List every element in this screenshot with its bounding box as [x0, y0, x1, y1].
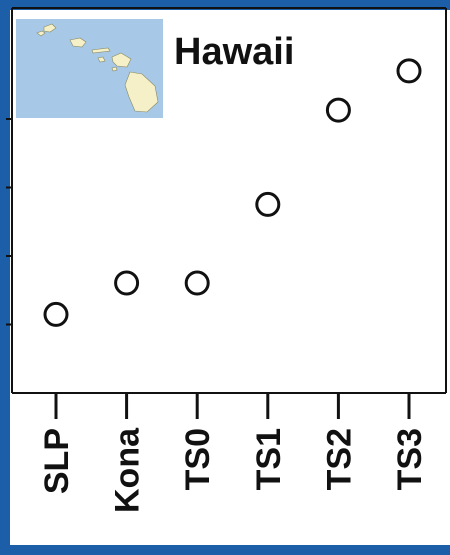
data-point — [43, 301, 69, 327]
x-ticks — [54, 393, 411, 419]
plot-axes — [11, 7, 447, 394]
map-inset-label: Hawaii — [174, 31, 295, 73]
y-ticks — [6, 118, 12, 326]
data-points — [43, 58, 422, 327]
data-point — [114, 270, 140, 296]
x-tick-label: TS3 — [391, 428, 429, 490]
x-tick-label: TS0 — [179, 428, 217, 490]
x-tick-label: TS1 — [250, 428, 288, 490]
x-tick-label: SLP — [38, 428, 76, 494]
x-tick-label: TS2 — [320, 428, 358, 490]
data-point — [396, 58, 422, 84]
x-tick-label: Kona — [109, 427, 147, 513]
data-point — [184, 270, 210, 296]
data-point — [325, 97, 351, 123]
x-tick-labels: SLP Kona TS0 TS1 TS2 TS3 — [38, 427, 429, 513]
data-point — [255, 191, 281, 217]
hawaii-map-icon — [16, 19, 163, 118]
